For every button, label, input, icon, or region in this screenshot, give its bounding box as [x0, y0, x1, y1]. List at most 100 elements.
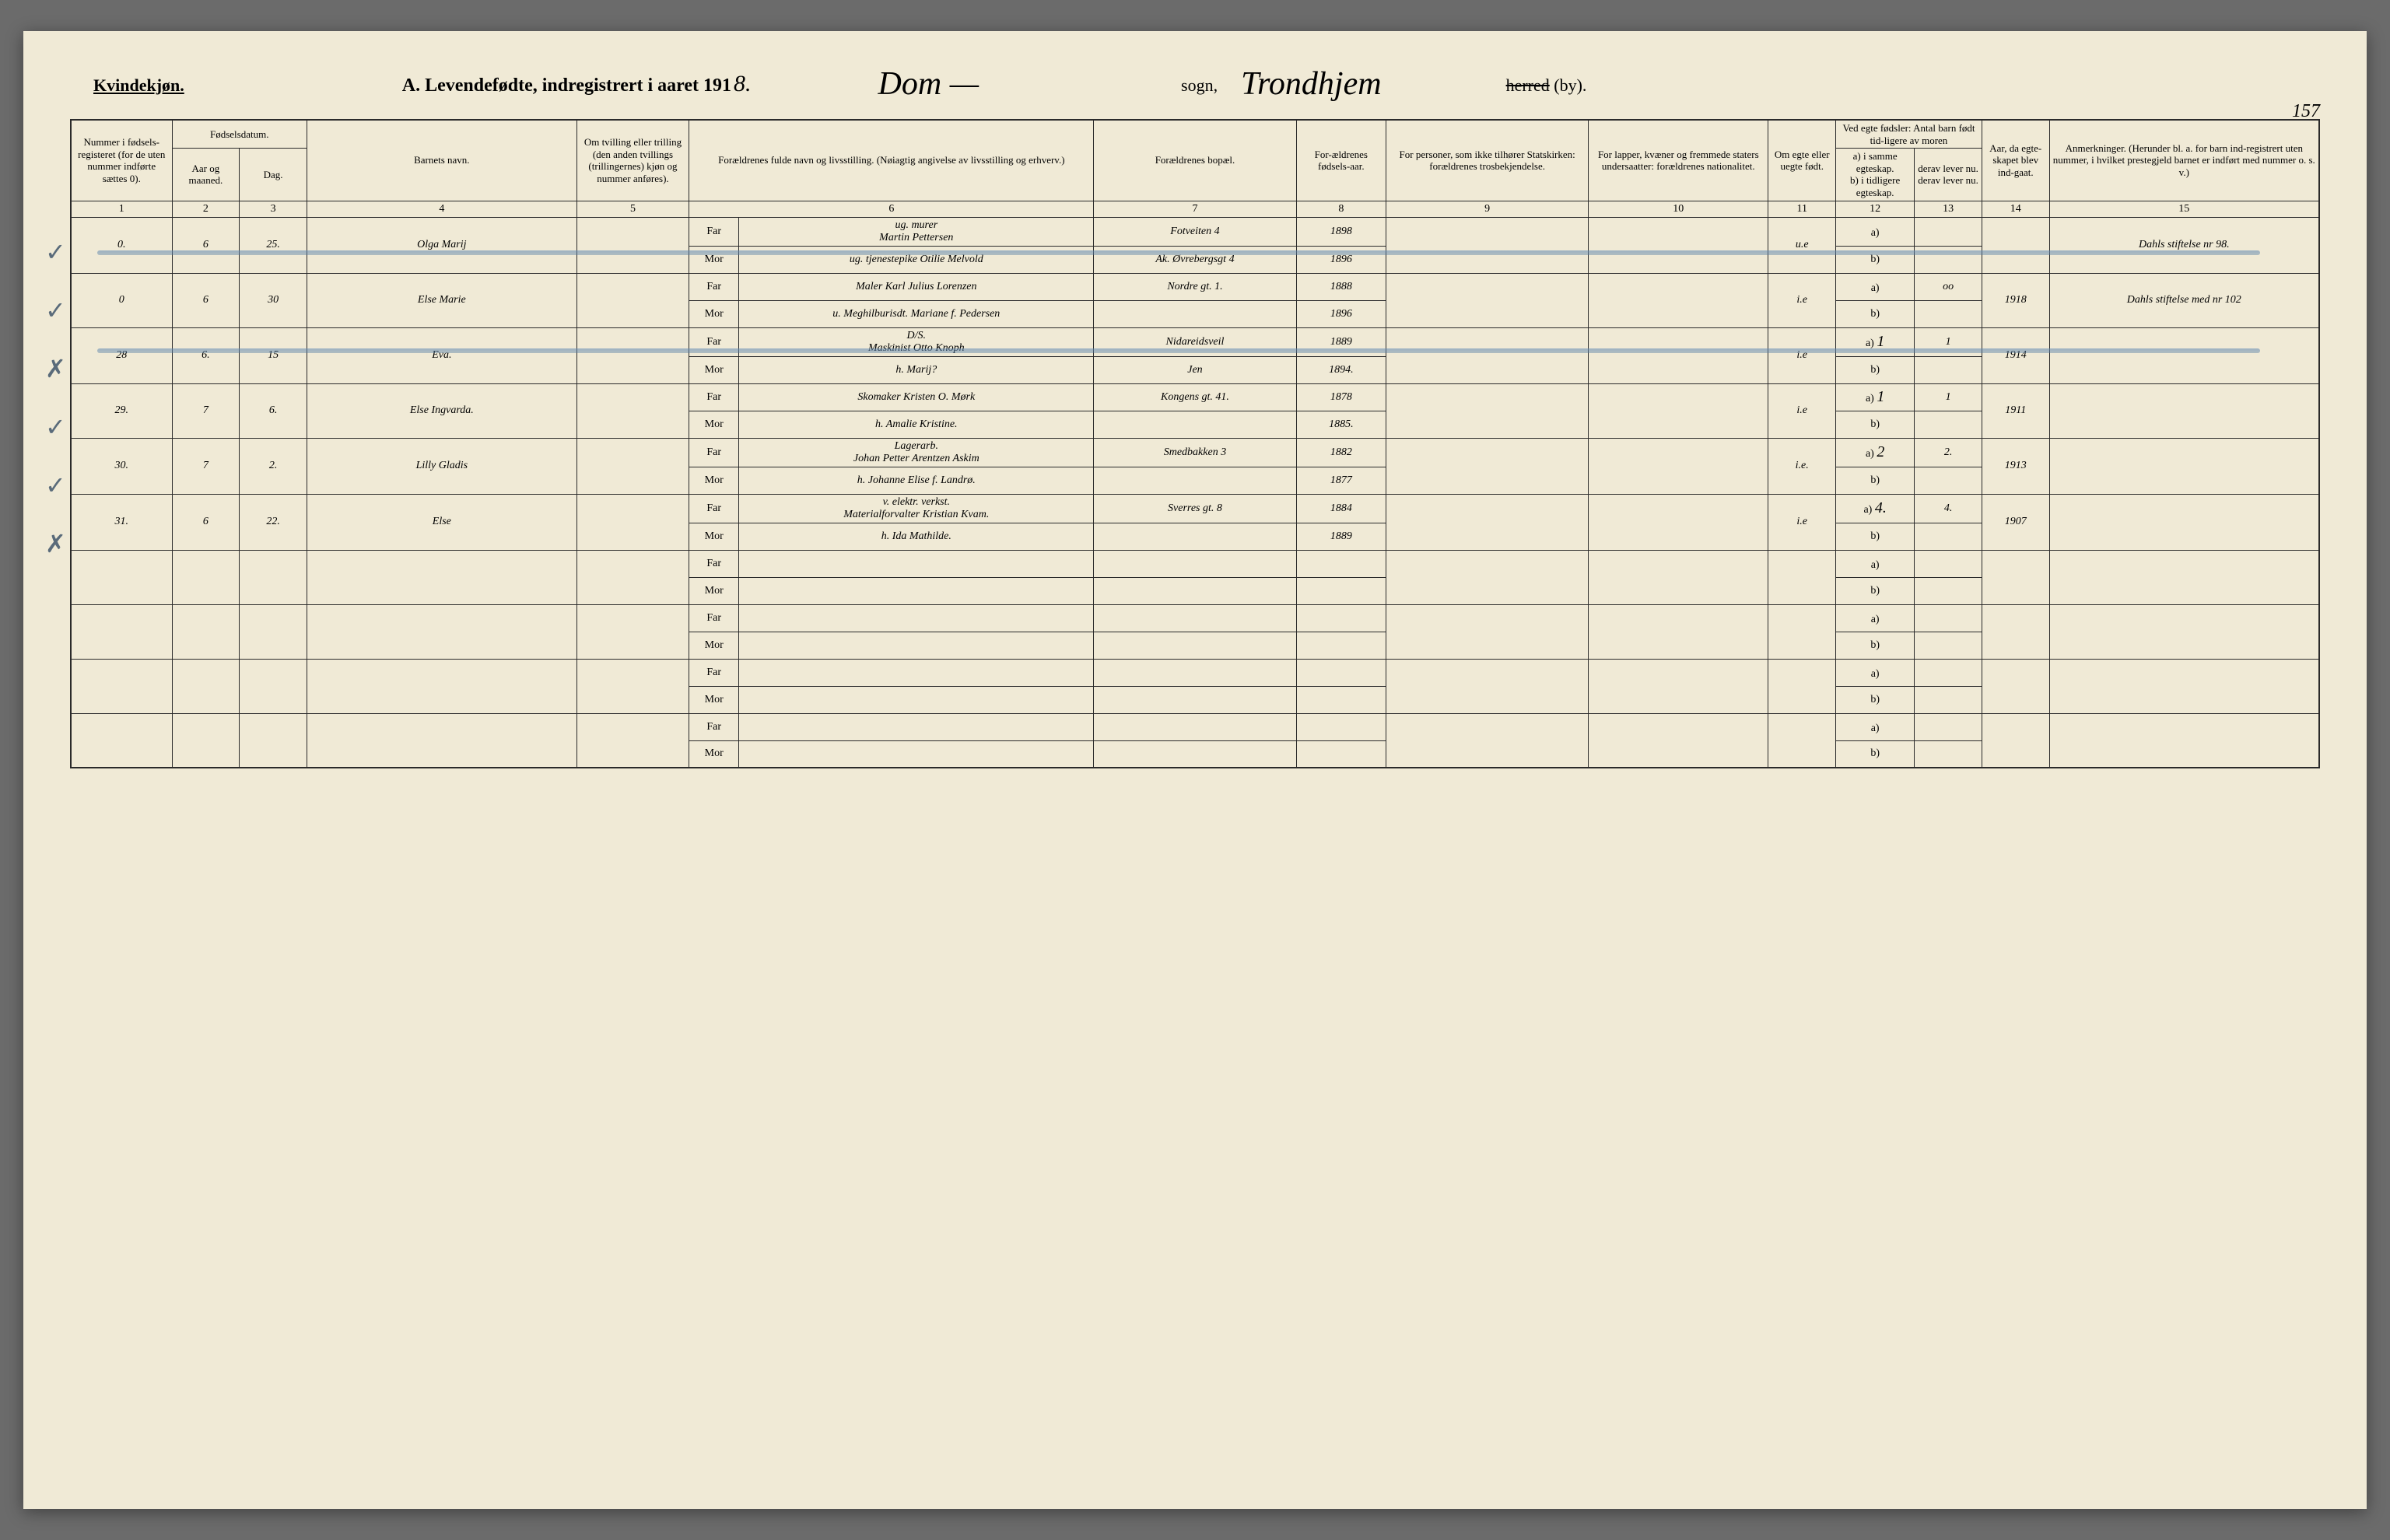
- cell-12a: a): [1836, 713, 1915, 740]
- cell-12b: b): [1836, 577, 1915, 604]
- page-header: Kvindekjøn. A. Levendefødte, indregistre…: [70, 62, 2320, 100]
- cell-bopel-mor: [1094, 577, 1296, 604]
- col-barnets-navn: Barnets navn.: [307, 120, 576, 201]
- sogn-label: sogn,: [1181, 75, 1218, 96]
- colnum-2: 2: [172, 201, 240, 217]
- cell-nat: [1589, 383, 1768, 438]
- cell-far-label: Far: [689, 494, 739, 523]
- cell-month: 6: [172, 494, 240, 550]
- cell-13a: [1915, 659, 1982, 686]
- cell-tvilling: [576, 550, 689, 604]
- cell-bopel-far: Sverres gt. 8: [1094, 494, 1296, 523]
- colnum-15: 15: [2049, 201, 2319, 217]
- cell-nat: [1589, 327, 1768, 383]
- cell-far: [739, 550, 1094, 577]
- cell-day: 6.: [240, 383, 307, 438]
- herred-tail: (by).: [1550, 75, 1587, 95]
- cell-tvilling: [576, 217, 689, 273]
- cell-12a: a) 1: [1836, 383, 1915, 411]
- cell-tros: [1386, 604, 1589, 659]
- cell-mor-label: Mor: [689, 523, 739, 550]
- cell-nat: [1589, 604, 1768, 659]
- cell-13a: 2.: [1915, 438, 1982, 467]
- cell-12a: a): [1836, 604, 1915, 632]
- cell-num: [71, 713, 172, 768]
- margin-checkmark: ✓: [45, 412, 66, 442]
- blue-highlight-line: [97, 348, 2260, 353]
- cell-bopel-mor: [1094, 740, 1296, 768]
- cell-month: [172, 659, 240, 713]
- cell-day: [240, 659, 307, 713]
- cell-mor: h. Johanne Elise f. Landrø.: [739, 467, 1094, 494]
- cell-bopel-far: Nordre gt. 1.: [1094, 273, 1296, 300]
- table-row: Far a): [71, 713, 2319, 740]
- cell-mor-label: Mor: [689, 632, 739, 659]
- cell-month: 7: [172, 438, 240, 494]
- cell-year-mor: 1889: [1296, 523, 1386, 550]
- cell-mor-label: Mor: [689, 686, 739, 713]
- col-nummer: Nummer i fødsels-registeret (for de uten…: [71, 120, 172, 201]
- cell-year-mor: [1296, 740, 1386, 768]
- colnum-3: 3: [240, 201, 307, 217]
- cell-name: [307, 659, 576, 713]
- register-page: Kvindekjøn. A. Levendefødte, indregistre…: [23, 31, 2367, 1509]
- cell-anm: [2049, 438, 2319, 494]
- cell-egte: [1768, 604, 1836, 659]
- cell-far-label: Far: [689, 438, 739, 467]
- cell-mor-label: Mor: [689, 411, 739, 438]
- cell-12b: b): [1836, 740, 1915, 768]
- cell-year-mor: 1896: [1296, 300, 1386, 327]
- table-row: Far a): [71, 659, 2319, 686]
- cell-year-far: 1884: [1296, 494, 1386, 523]
- column-number-row: 1 2 3 4 5 6 7 8 9 10 11 12 13 14 15: [71, 201, 2319, 217]
- herred-label: herred (by).: [1506, 75, 1587, 96]
- cell-tros: [1386, 713, 1589, 768]
- form-title: A. Levendefødte, indregistrert i aaret 1…: [402, 75, 731, 96]
- cell-nat: [1589, 438, 1768, 494]
- cell-far: v. elektr. verkst.Materialforvalter Kris…: [739, 494, 1094, 523]
- cell-far: Skomaker Kristen O. Mørk: [739, 383, 1094, 411]
- cell-13a: 1: [1915, 383, 1982, 411]
- cell-anm: [2049, 327, 2319, 383]
- table-row: Far a): [71, 550, 2319, 577]
- cell-anm: [2049, 659, 2319, 713]
- cell-14: 1918: [1982, 273, 2049, 327]
- col-anmerkninger: Anmerkninger. (Herunder bl. a. for barn …: [2049, 120, 2319, 201]
- cell-bopel-far: Fotveiten 4: [1094, 217, 1296, 246]
- cell-name: Eva.: [307, 327, 576, 383]
- cell-name: [307, 550, 576, 604]
- col-fodselsaar: For-ældrenes fødsels-aar.: [1296, 120, 1386, 201]
- cell-tvilling: [576, 604, 689, 659]
- cell-num: 31.: [71, 494, 172, 550]
- cell-nat: [1589, 713, 1768, 768]
- cell-bopel-mor: [1094, 300, 1296, 327]
- cell-far-label: Far: [689, 217, 739, 246]
- colnum-5: 5: [576, 201, 689, 217]
- herred-name: Trondhjem: [1241, 65, 1381, 103]
- cell-13b: [1915, 523, 1982, 550]
- cell-month: 7: [172, 383, 240, 438]
- cell-mor: [739, 686, 1094, 713]
- cell-tros: [1386, 327, 1589, 383]
- cell-tvilling: [576, 383, 689, 438]
- col-aar-maaned: Aar og maaned.: [172, 149, 240, 201]
- cell-num: 0.: [71, 217, 172, 273]
- cell-mor: h. Amalie Kristine.: [739, 411, 1094, 438]
- colnum-7: 7: [1094, 201, 1296, 217]
- cell-num: 29.: [71, 383, 172, 438]
- cell-far-label: Far: [689, 713, 739, 740]
- cell-anm: Dahls stiftelse med nr 102: [2049, 273, 2319, 327]
- margin-checkmark: ✓: [45, 296, 66, 325]
- cell-tvilling: [576, 327, 689, 383]
- cell-anm: [2049, 383, 2319, 438]
- cell-14: 1914: [1982, 327, 2049, 383]
- cell-year-far: 1898: [1296, 217, 1386, 246]
- cell-12b: b): [1836, 523, 1915, 550]
- cell-month: [172, 550, 240, 604]
- cell-tvilling: [576, 494, 689, 550]
- cell-mor-label: Mor: [689, 740, 739, 768]
- cell-year-mor: [1296, 686, 1386, 713]
- cell-14: [1982, 604, 2049, 659]
- cell-13a: [1915, 713, 1982, 740]
- cell-13b: [1915, 356, 1982, 383]
